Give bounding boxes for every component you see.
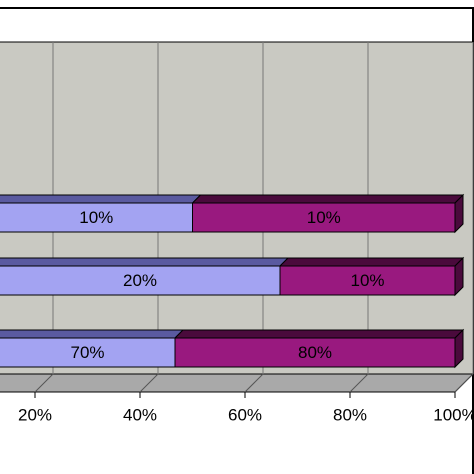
bar bbox=[279, 265, 456, 296]
floor-grid-line bbox=[244, 373, 264, 393]
x-tick-label: 80% bbox=[333, 405, 367, 424]
value-label: 10% bbox=[307, 208, 341, 227]
bar bbox=[174, 337, 456, 368]
floor bbox=[0, 373, 474, 393]
value-label: 70% bbox=[70, 343, 104, 362]
bar bbox=[0, 202, 193, 233]
floor-grid-line bbox=[349, 373, 369, 393]
x-tick-label: 60% bbox=[228, 405, 262, 424]
bar-top bbox=[0, 257, 290, 267]
value-label: 80% bbox=[298, 343, 332, 362]
x-tick-label: 40% bbox=[123, 405, 157, 424]
plot: 20% 40% 60% 80% 100% 10% 10% 20% 10% 70% 80% bbox=[0, 41, 474, 424]
floor-grid-line bbox=[139, 373, 159, 393]
floor-grid-line bbox=[34, 373, 54, 393]
value-label: 10% bbox=[350, 271, 384, 290]
bar-top bbox=[278, 257, 465, 267]
floor-grid-line bbox=[454, 373, 474, 393]
bar-top bbox=[0, 329, 185, 339]
x-tick-label: 20% bbox=[18, 405, 52, 424]
bar bbox=[192, 202, 456, 233]
bar bbox=[0, 337, 176, 368]
bar-top bbox=[191, 194, 465, 204]
value-label: 10% bbox=[79, 208, 113, 227]
x-tick-label: 100% bbox=[433, 405, 474, 424]
value-label: 20% bbox=[123, 271, 157, 290]
bar-top bbox=[173, 329, 465, 339]
bar-top bbox=[0, 194, 202, 204]
